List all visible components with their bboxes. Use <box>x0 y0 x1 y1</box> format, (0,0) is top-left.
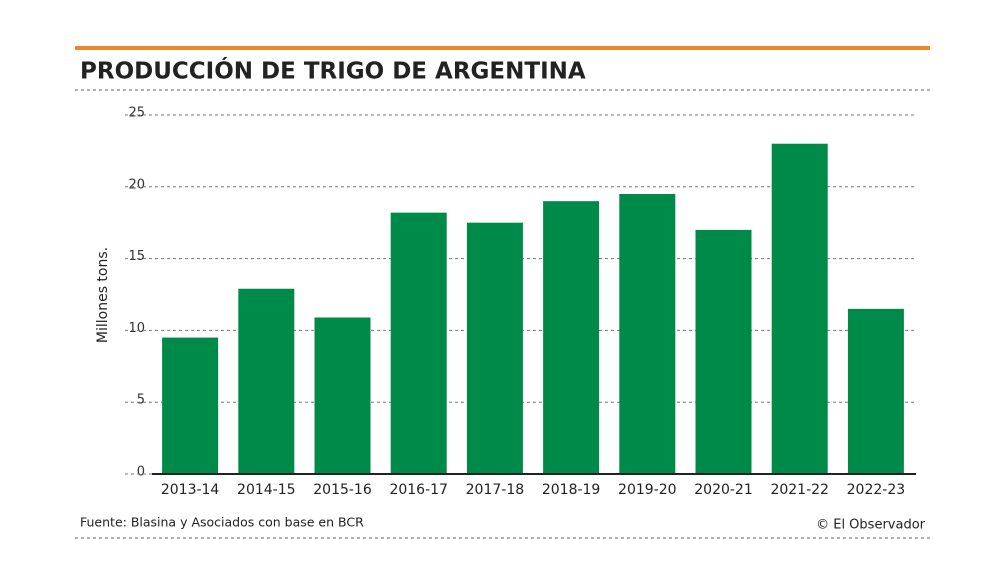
bar <box>390 212 447 474</box>
bar <box>314 317 371 474</box>
bar <box>695 229 752 474</box>
x-tick-label: 2016-17 <box>389 482 448 498</box>
y-tick-label: 5 <box>137 393 145 408</box>
y-tick-label: 20 <box>128 177 145 192</box>
x-tick-label: 2014-15 <box>237 482 296 498</box>
x-tick-label: 2019-20 <box>618 482 677 498</box>
y-tick-label: 25 <box>128 106 145 121</box>
bar <box>162 337 219 474</box>
y-tick-label: 15 <box>128 249 145 264</box>
bar <box>543 201 600 474</box>
credit: © El Observador <box>816 518 926 533</box>
x-tick-label: 2015-16 <box>313 482 372 498</box>
source: Fuente: Blasina y Asociados con base en … <box>80 515 364 530</box>
bar <box>466 222 523 474</box>
bar <box>847 308 904 474</box>
y-tick-label: 0 <box>137 465 145 480</box>
bar <box>619 193 676 475</box>
x-tick-label: 2022-23 <box>847 482 906 498</box>
y-tick-label: 10 <box>128 321 145 336</box>
x-tick-label: 2017-18 <box>466 482 525 498</box>
chart-title: PRODUCCIÓN DE TRIGO DE ARGENTINA <box>80 57 586 85</box>
x-tick-label: 2021-22 <box>770 482 829 498</box>
x-tick-label: 2018-19 <box>542 482 601 498</box>
y-axis-label: Millones tons. <box>95 247 111 343</box>
x-tick-label: 2020-21 <box>694 482 753 498</box>
bar <box>238 288 295 474</box>
bar <box>771 143 828 474</box>
x-tick-label: 2013-14 <box>161 482 220 498</box>
